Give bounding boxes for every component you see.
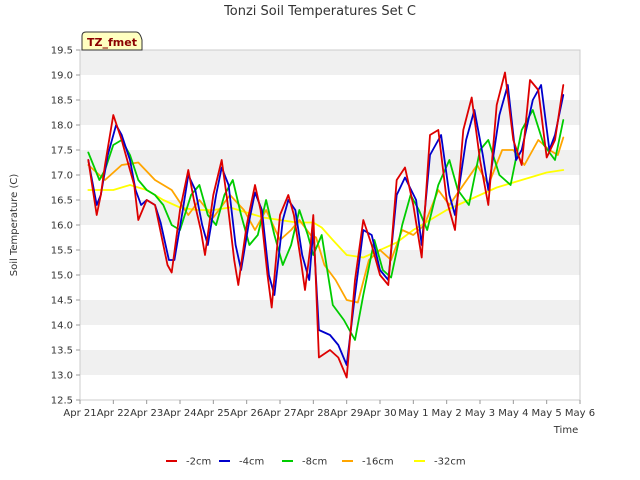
x-tick-label: Apr 28 (297, 408, 330, 419)
x-tick-label: Apr 27 (263, 408, 296, 419)
grid-band (80, 200, 580, 225)
station-badge: TZ_fmet (81, 31, 143, 51)
grid-band (80, 150, 580, 175)
x-tick-label: Apr 30 (363, 408, 396, 419)
x-tick-label: May 4 (498, 408, 528, 419)
grid-bands (80, 50, 580, 400)
x-tick-label: Apr 22 (97, 408, 130, 419)
grid-band (80, 325, 580, 350)
x-tick-label: Apr 25 (197, 408, 230, 419)
y-tick-label: 14.0 (51, 321, 73, 332)
y-tick-label: 18.0 (51, 121, 73, 132)
grid-band (80, 50, 580, 75)
grid-band (80, 75, 580, 100)
y-tick-label: 15.5 (51, 246, 73, 257)
y-tick-label: 16.5 (51, 196, 73, 207)
legend-label: -2cm (186, 457, 211, 468)
x-axis-label: Time (553, 425, 578, 436)
x-tick-label: May 2 (432, 408, 462, 419)
x-tick-label: Apr 24 (163, 408, 196, 419)
x-tick-label: May 5 (532, 408, 562, 419)
legend-label: -8cm (302, 457, 327, 468)
legend-label: -16cm (362, 457, 394, 468)
station-badge-label: TZ_fmet (87, 36, 137, 49)
grid-band (80, 250, 580, 275)
series-line-2cmcm (87, 71, 565, 379)
grid-band (80, 350, 580, 375)
y-tick-label: 17.5 (51, 146, 73, 157)
x-tick-label: Apr 21 (63, 408, 96, 419)
y-tick-label: 13.5 (51, 346, 73, 357)
y-tick-label: 19.0 (51, 71, 73, 82)
grid-band (80, 100, 580, 125)
y-tick-label: 13.0 (51, 371, 73, 382)
x-tick-label: May 6 (565, 408, 595, 419)
legend-label: -4cm (239, 457, 264, 468)
y-tick-label: 18.5 (51, 96, 73, 107)
x-axis: Apr 21 Apr 22 Apr 23 Apr 24 Apr 25 Apr 26 Apr … (63, 400, 595, 419)
series-lines (87, 71, 565, 379)
y-axis-label: Soil Temperature (C) (9, 174, 20, 277)
grid-band (80, 125, 580, 150)
y-tick-label: 15.0 (51, 271, 73, 282)
y-tick-label: 12.5 (51, 396, 73, 407)
legend: -2cm -4cm -8cm -16cm -32cm (166, 457, 466, 468)
x-tick-label: Apr 29 (330, 408, 363, 419)
y-tick-label: 16.0 (51, 221, 73, 232)
series-line-8cmcm (87, 109, 565, 341)
x-tick-label: May 1 (398, 408, 428, 419)
x-tick-label: Apr 23 (130, 408, 163, 419)
y-tick-label: 19.5 (51, 46, 73, 57)
chart-title: Tonzi Soil Temperatures Set C (223, 4, 416, 19)
grid-band (80, 300, 580, 325)
x-tick-label: May 3 (465, 408, 495, 419)
y-tick-label: 17.0 (51, 171, 73, 182)
grid-band (80, 375, 580, 400)
y-axis: 12.5 13.0 13.5 14.0 14.5 15.0 15.5 16.0 16.5 17.0… (51, 46, 80, 407)
legend-label: -32cm (434, 457, 466, 468)
series-line-32cmcm (87, 169, 565, 259)
series-line-4cmcm (87, 84, 565, 366)
x-tick-label: Apr 26 (230, 408, 263, 419)
series-line-16cmcm (87, 136, 565, 304)
y-tick-label: 14.5 (51, 296, 73, 307)
